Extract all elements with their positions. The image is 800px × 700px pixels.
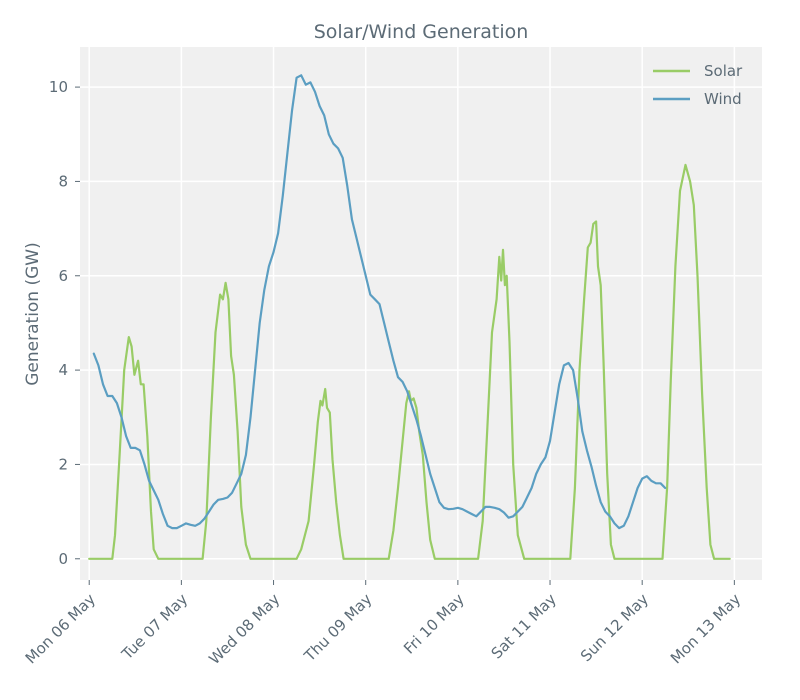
y-axis-label: Generation (GW) [23,242,43,386]
x-ticks: Mon 06 May Tue 07 May Wed 08 May Thu 09 May… [22,580,744,668]
chart-title: Solar/Wind Generation [314,21,529,43]
series-line-wind [92,74,667,530]
plot-background [80,47,762,580]
legend-label-wind: Wind [704,90,742,108]
x-tick-label: Sun 12 May [577,590,652,665]
series-lines [88,74,731,560]
y-tick-label: 4 [58,361,68,379]
x-tick-label: Thu 09 May [300,590,376,666]
x-tick-label: Fri 10 May [400,590,468,658]
legend: Solar Wind [653,62,743,108]
y-ticks: 0 2 4 6 8 10 [49,78,80,568]
x-tick-label: Wed 08 May [205,590,283,668]
y-tick-label: 0 [58,550,68,568]
y-tick-label: 2 [58,455,68,473]
x-tick-label: Mon 06 May [22,590,99,667]
y-tick-label: 8 [58,172,68,190]
y-tick-label: 6 [58,267,68,285]
y-tick-label: 10 [49,78,68,96]
grid [80,47,762,580]
x-tick-label: Mon 13 May [667,590,744,667]
x-tick-label: Tue 07 May [117,590,191,664]
legend-label-solar: Solar [704,62,743,80]
x-tick-label: Sat 11 May [488,590,560,662]
